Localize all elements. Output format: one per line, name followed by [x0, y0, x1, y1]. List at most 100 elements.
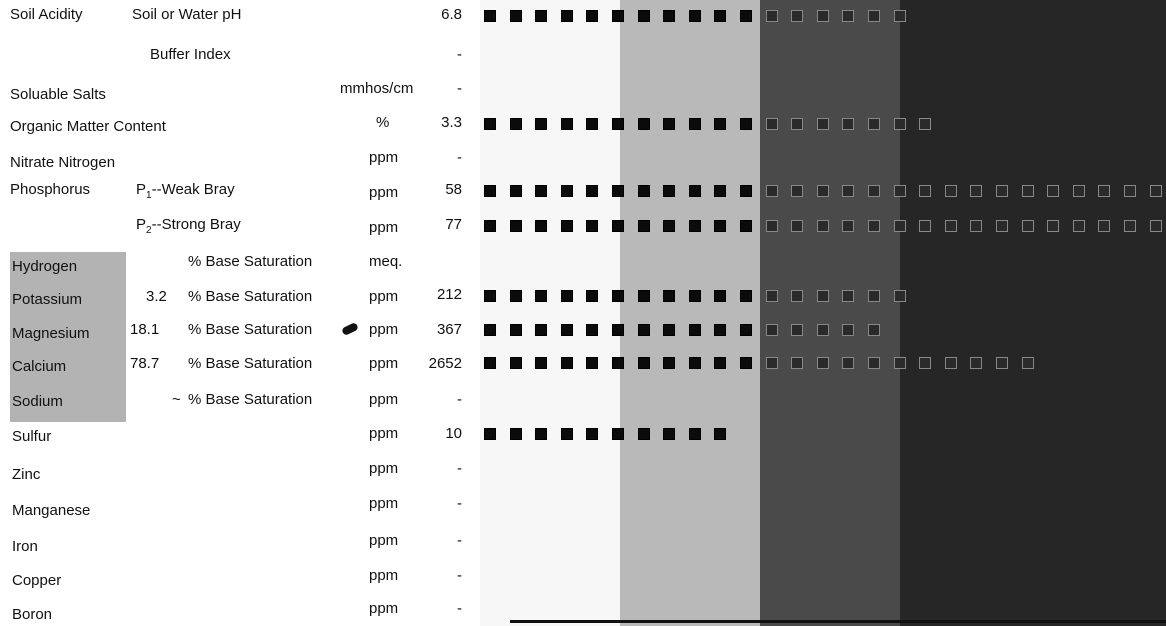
- level-square: [688, 220, 701, 232]
- level-square: [893, 357, 906, 369]
- level-square: [765, 118, 778, 130]
- level-square: [791, 118, 804, 130]
- row-value: -: [457, 149, 462, 166]
- row-unit: meq.: [369, 253, 403, 270]
- level-square: [944, 185, 957, 197]
- scan-artifact-mark: [341, 321, 359, 337]
- row-value: 58: [445, 181, 462, 198]
- level-square: [842, 10, 855, 22]
- cation-highlight: [10, 252, 126, 422]
- level-square: [535, 357, 548, 369]
- level-square: [586, 428, 599, 440]
- level-square: [740, 324, 752, 336]
- level-square: [842, 324, 855, 336]
- level-square: [688, 357, 701, 369]
- row-pct: 18.1: [130, 321, 160, 338]
- level-square: [791, 220, 804, 232]
- row-value: -: [457, 600, 462, 617]
- scale-band-very-low: [480, 0, 620, 626]
- level-square: [484, 118, 496, 130]
- level-square: [765, 290, 778, 302]
- row-unit: mmhos/cm: [340, 80, 414, 97]
- level-square: [919, 357, 932, 369]
- level-square: [919, 118, 932, 130]
- row-pct: 3.2: [146, 288, 167, 305]
- row-group: Hydrogen: [12, 258, 78, 275]
- level-square: [740, 290, 752, 302]
- row-group: Soluable Salts: [10, 86, 106, 103]
- row-value: 212: [436, 286, 462, 303]
- level-square: [688, 185, 701, 197]
- level-square: [612, 428, 624, 440]
- level-square: [586, 220, 599, 232]
- row-unit: ppm: [369, 288, 399, 305]
- row-test: % Base Saturation: [188, 321, 313, 338]
- scale-bottom-rule: [510, 620, 1166, 623]
- row-value: -: [457, 495, 462, 512]
- level-square: [484, 290, 496, 302]
- level-square: [663, 185, 676, 197]
- level-square: [586, 118, 599, 130]
- level-square: [842, 185, 855, 197]
- level-square: [816, 324, 829, 336]
- level-square: [868, 220, 880, 232]
- level-square: [765, 185, 778, 197]
- level-square: [637, 220, 650, 232]
- level-square: [560, 357, 573, 369]
- level-square: [868, 118, 880, 130]
- level-square: [663, 118, 676, 130]
- row-unit: ppm: [369, 425, 399, 442]
- level-square: [484, 428, 496, 440]
- row-unit: ppm: [369, 532, 399, 549]
- level-square: [560, 290, 573, 302]
- scale-band-optimum: [760, 0, 900, 626]
- level-square: [714, 324, 727, 336]
- row-group: Iron: [12, 538, 38, 555]
- level-square: [868, 290, 880, 302]
- row-group: Sulfur: [12, 428, 52, 445]
- row-group: Soil Acidity: [10, 6, 83, 23]
- row-group: Sodium: [12, 393, 63, 410]
- level-square: [612, 290, 624, 302]
- row-unit: %: [376, 114, 390, 131]
- level-square: [688, 118, 701, 130]
- row-group: Zinc: [12, 466, 41, 483]
- level-square: [714, 357, 727, 369]
- level-square: [535, 324, 548, 336]
- level-square: [560, 324, 573, 336]
- level-square: [893, 220, 906, 232]
- level-square: [791, 185, 804, 197]
- level-square: [791, 357, 804, 369]
- level-square: [560, 428, 573, 440]
- level-square: [637, 324, 650, 336]
- row-group: Boron: [12, 606, 53, 623]
- level-square: [586, 10, 599, 22]
- level-square: [1021, 220, 1034, 232]
- level-square: [535, 290, 548, 302]
- level-square: [816, 290, 829, 302]
- level-square: [560, 10, 573, 22]
- level-square: [1149, 185, 1162, 197]
- level-square: [842, 290, 855, 302]
- row-test: % Base Saturation: [188, 355, 313, 372]
- level-square: [765, 357, 778, 369]
- level-square: [816, 220, 829, 232]
- level-square: [560, 185, 573, 197]
- level-square: [893, 185, 906, 197]
- level-square: [1124, 220, 1136, 232]
- level-square: [509, 428, 522, 440]
- level-square: [586, 290, 599, 302]
- level-square: [688, 10, 701, 22]
- level-square: [484, 357, 496, 369]
- level-square: [637, 185, 650, 197]
- row-test-p1: P1--Weak Bray: [136, 181, 235, 201]
- row-group: Calcium: [12, 358, 67, 375]
- level-square: [612, 185, 624, 197]
- level-square: [996, 220, 1008, 232]
- level-square: [842, 220, 855, 232]
- level-square: [509, 185, 522, 197]
- row-value: -: [457, 460, 462, 477]
- scale-band-high: [900, 0, 1166, 626]
- level-square: [970, 185, 983, 197]
- row-unit: ppm: [369, 321, 399, 338]
